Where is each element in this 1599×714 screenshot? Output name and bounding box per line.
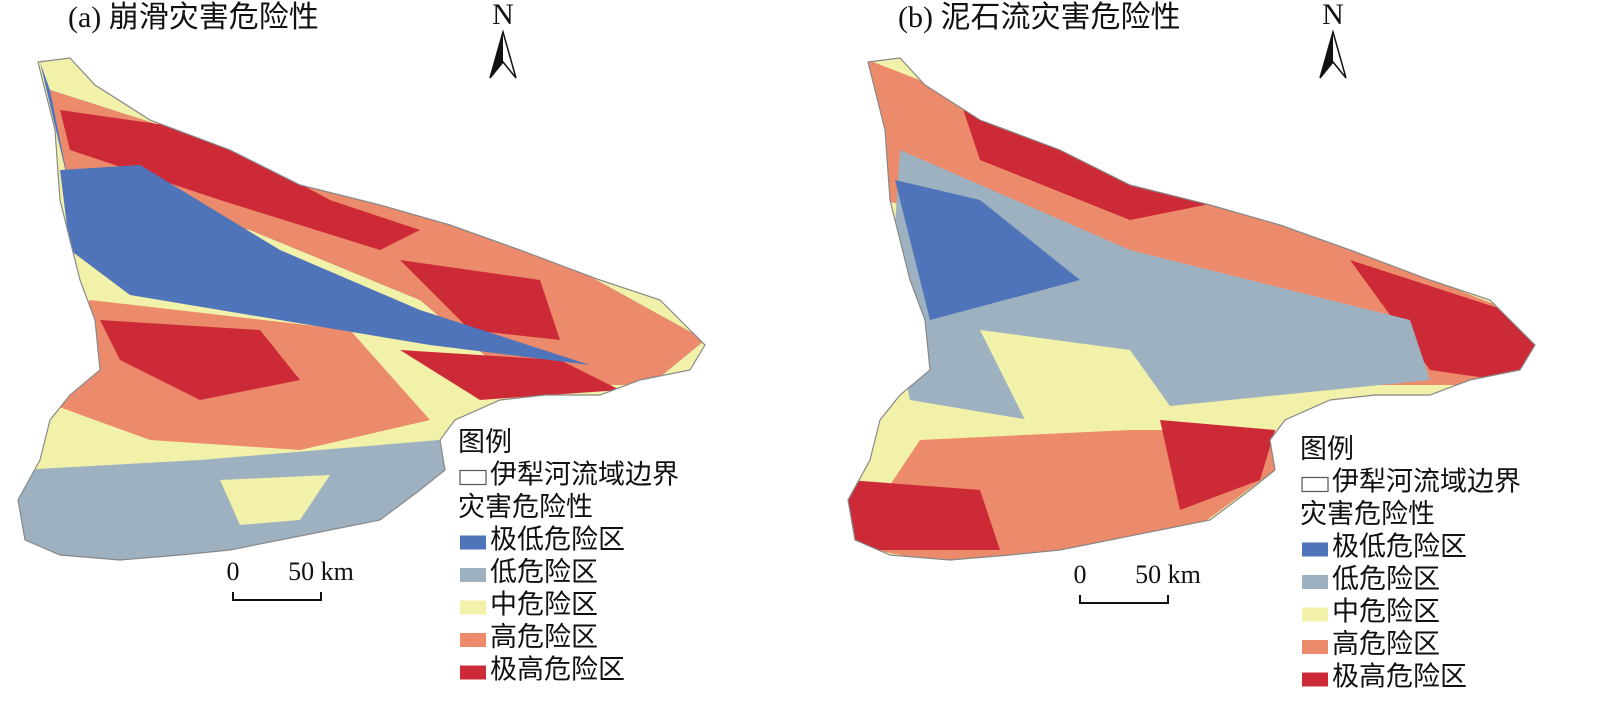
legend-swatch (1302, 542, 1328, 557)
hazard-zone (980, 330, 1180, 430)
scale-start: 0 (227, 557, 240, 586)
legend-boundary: 伊犁河流域边界 (1332, 467, 1521, 497)
hazard-zone (100, 320, 300, 400)
boundary-swatch (459, 469, 487, 486)
map-panel: (b) 泥石流灾害危险性 N 0 50 km 图例伊犁河流域边界灾害危险性极低危险区低危… (847, 0, 1536, 692)
scale-bar (1079, 595, 1169, 604)
north-arrow-fill (1320, 32, 1333, 78)
legend-label: 极高危险区 (1332, 662, 1467, 692)
legend-label: 高危险区 (490, 622, 598, 652)
legend-hazard-title: 灾害危险性 (458, 492, 593, 522)
hazard-zone (60, 110, 420, 250)
hazard-zone (1160, 420, 1275, 510)
legend-hazard-title: 灾害危险性 (1300, 499, 1435, 529)
legend-swatch (460, 600, 486, 615)
scale-end: 50 km (288, 557, 354, 586)
legend-label: 中危险区 (490, 590, 598, 620)
legend-boundary: 伊犁河流域边界 (490, 460, 679, 490)
scale-end: 50 km (1135, 560, 1201, 589)
legend-label: 极低危险区 (490, 525, 625, 555)
north-label: N (492, 0, 514, 31)
hazard-zone (60, 165, 590, 365)
legend-swatch (460, 665, 486, 680)
legend-label: 极高危险区 (490, 655, 625, 685)
hazard-zone (220, 475, 330, 525)
legend-title: 图例 (458, 427, 512, 457)
hazard-zone (895, 180, 1080, 320)
map-panel: (a) 崩滑灾害危险性 N 0 50 km 图例伊犁河流域边界灾害危险性极低危险区低危险… (17, 0, 706, 685)
north-label: N (1322, 0, 1344, 31)
legend-label: 极低危险区 (1332, 532, 1467, 562)
legend-swatch (1302, 575, 1328, 589)
north-arrow-fill (490, 32, 503, 78)
scale-start: 0 (1074, 560, 1087, 589)
panel-title: (b) 泥石流灾害危险性 (898, 1, 1180, 34)
hazard-zone (848, 480, 1000, 550)
hazard-map (18, 58, 705, 560)
legend-label: 高危险区 (1332, 629, 1440, 659)
legend-label: 低危险区 (490, 557, 598, 587)
legend-swatch (1302, 640, 1328, 654)
hazard-zone (400, 260, 560, 340)
scale-bar (232, 592, 322, 601)
hazard-zone (400, 350, 620, 400)
legend-label: 低危险区 (1332, 564, 1440, 594)
legend-title: 图例 (1300, 434, 1354, 464)
hazard-zone (1350, 260, 1535, 385)
legend-label: 中危险区 (1332, 597, 1440, 627)
legend-swatch (1302, 672, 1328, 687)
hazard-map (848, 58, 1535, 560)
legend-swatch (460, 633, 486, 647)
boundary-swatch (1301, 476, 1329, 493)
legend-swatch (460, 535, 486, 550)
legend-swatch (1302, 607, 1328, 622)
panel-title: (a) 崩滑灾害危险性 (68, 1, 319, 34)
legend-swatch (460, 568, 486, 582)
